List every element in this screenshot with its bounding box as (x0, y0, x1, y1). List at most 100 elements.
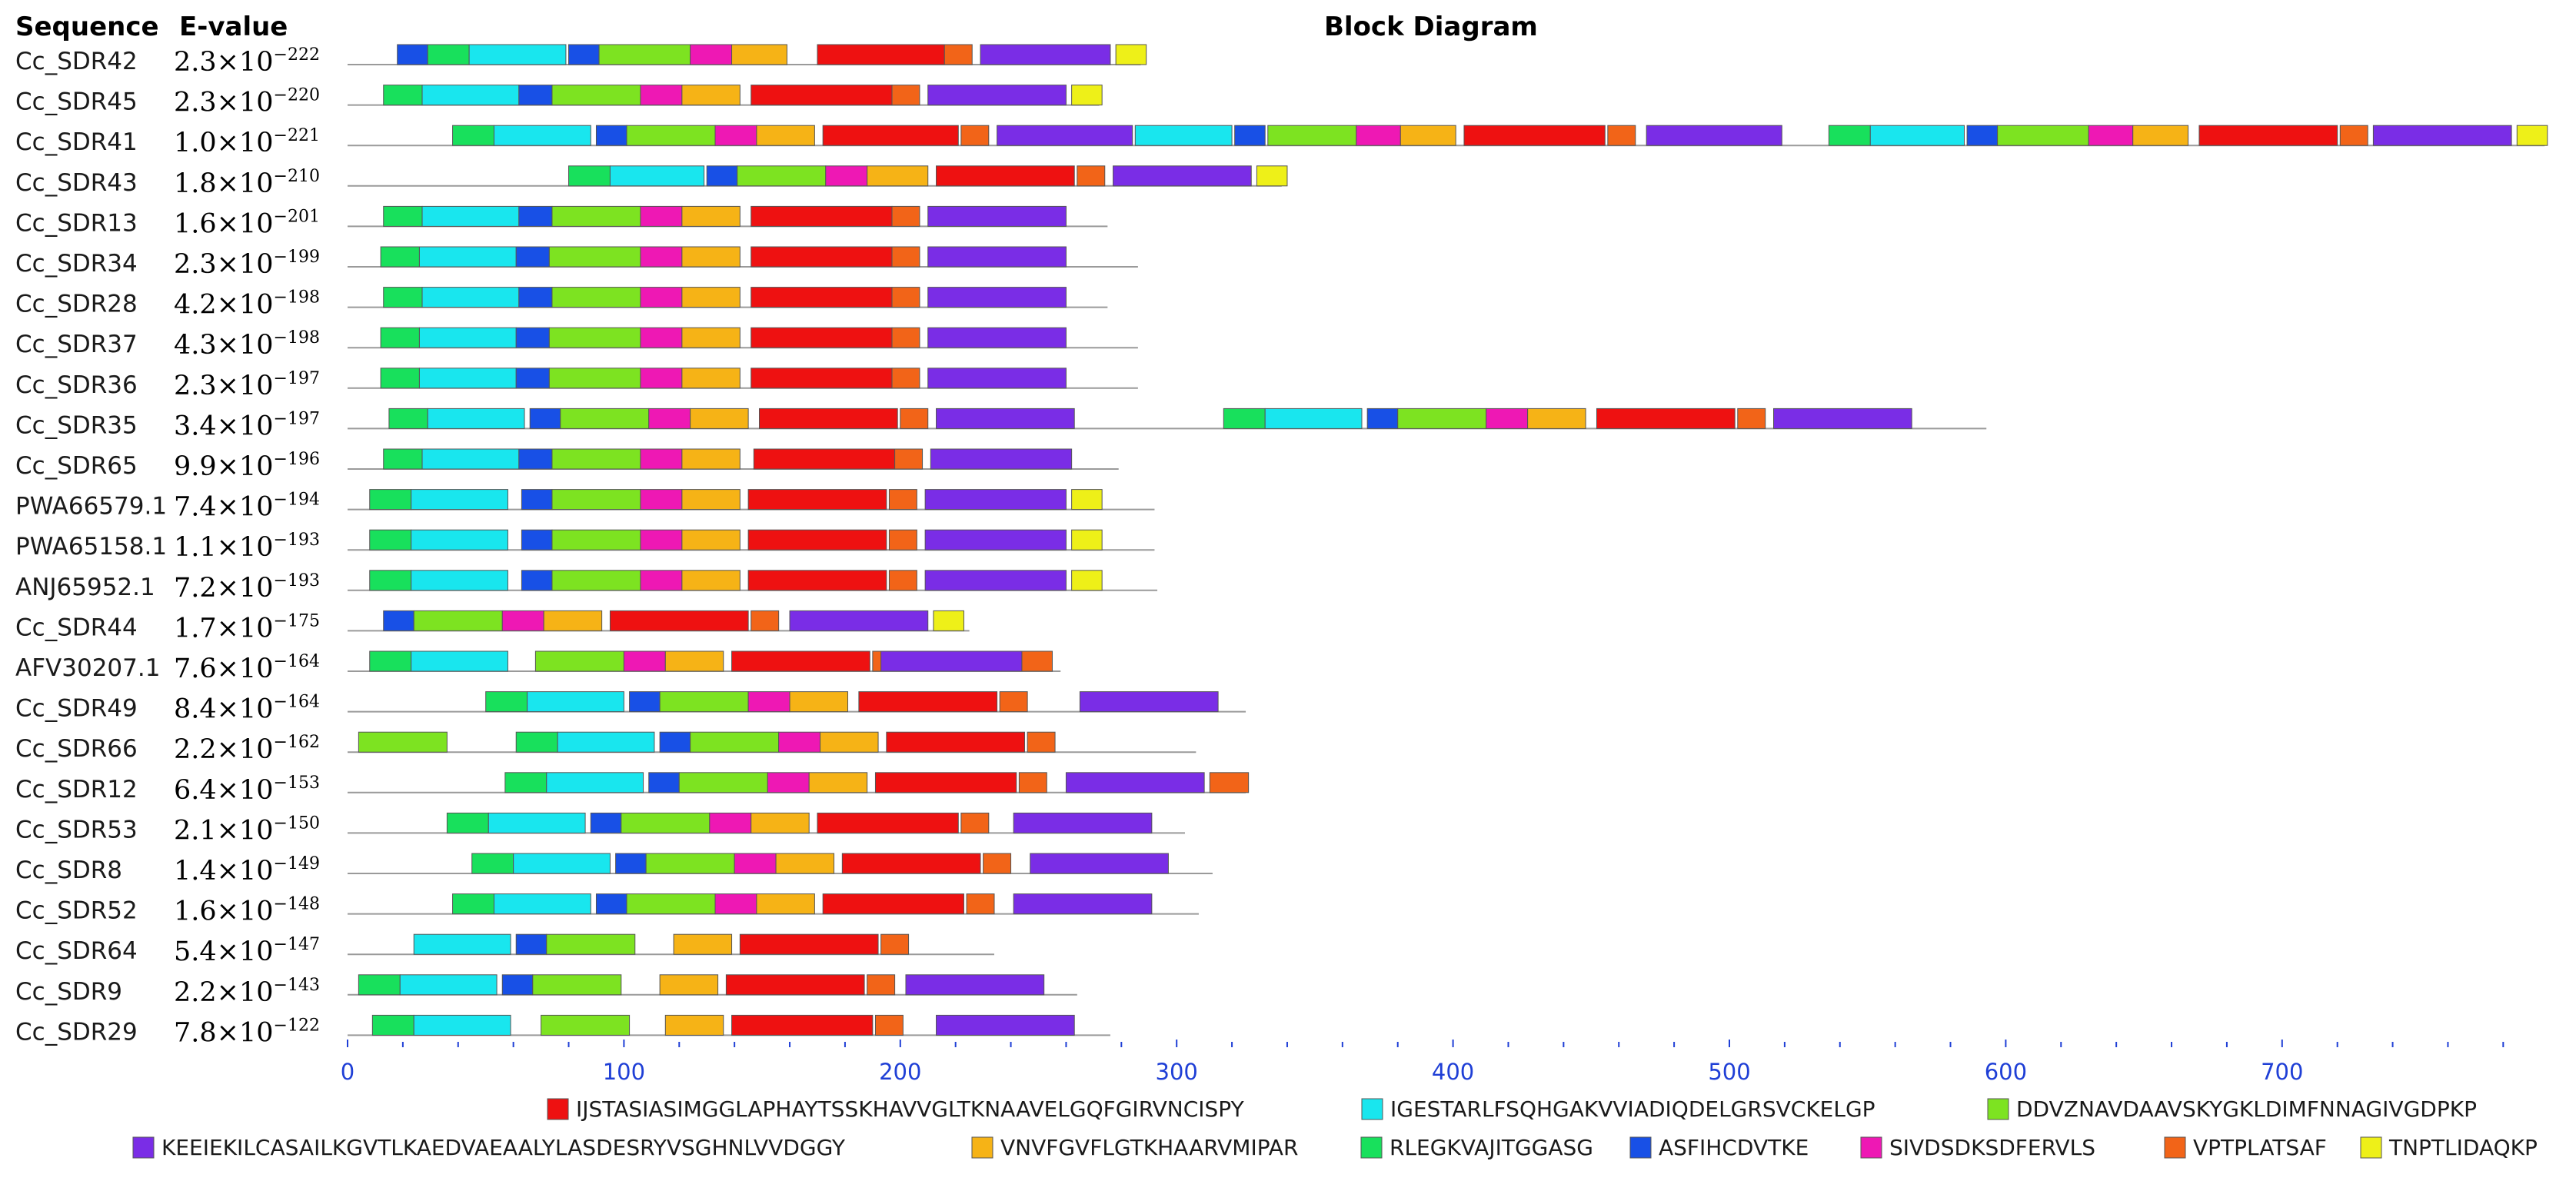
motif-1-block (2198, 125, 2338, 146)
motif-8-block (1356, 125, 1401, 146)
legend-swatch (1860, 1136, 1882, 1159)
motif-1-block (841, 853, 981, 874)
motif-1-block (609, 610, 749, 631)
motif-7-block (706, 165, 738, 187)
sequence-name: Cc_SDR8 (15, 857, 122, 884)
motif-10-block (1071, 85, 1103, 106)
motif-7-block (515, 368, 550, 389)
motif-7-block (518, 85, 553, 106)
motif-9-block (1209, 772, 1250, 793)
evalue-mantissa: 1.8 (174, 168, 217, 199)
motif-3-block (1397, 408, 1487, 429)
legend-swatch (971, 1136, 993, 1159)
motif-8-block (734, 853, 777, 874)
evalue-times: ×10 (217, 371, 274, 401)
motif-4-block (905, 974, 1045, 996)
motif-5-block (681, 529, 741, 551)
sequence-name: Cc_SDR34 (15, 250, 138, 278)
motif-2-block (413, 1014, 511, 1036)
sequence-name: Cc_SDR65 (15, 452, 138, 480)
motif-4-block (1079, 691, 1219, 713)
motif-5-block (543, 610, 603, 631)
motif-6-block (371, 1014, 414, 1036)
motif-1-block (747, 570, 887, 591)
motif-2-block (411, 650, 508, 672)
evalue-mantissa: 2.3 (174, 88, 217, 118)
legend-item: KEEIEKILCASAILKGVTLKAEDVAEAALYLASDESRYVS… (132, 1135, 846, 1160)
motif-1-block (725, 974, 865, 996)
motif-1-block (822, 893, 964, 915)
legend-item: RLEGKVAJITGGASG (1360, 1135, 1593, 1160)
evalue-mantissa: 5.4 (174, 936, 217, 967)
evalue-times: ×10 (217, 249, 274, 280)
motif-4-block (1065, 772, 1205, 793)
evalue-label: 7.8×10−122 (174, 1016, 320, 1048)
evalue-mantissa: 4.3 (174, 330, 217, 361)
motif-7-block (568, 44, 600, 65)
motif-5-block (681, 570, 741, 591)
motif-1-block (1596, 408, 1736, 429)
motif-9-block (960, 125, 990, 146)
evalue-exponent: −197 (274, 409, 320, 428)
motif-4-block (927, 246, 1067, 268)
motif-7-block (659, 731, 691, 753)
evalue-label: 5.4×10−147 (174, 935, 320, 967)
motif-4-block (1030, 853, 1169, 874)
motif-3-block (645, 853, 735, 874)
motif-10-block (1071, 529, 1103, 551)
motif-6-block (369, 529, 412, 551)
evalue-label: 1.7×10−175 (174, 611, 320, 644)
motif-3-block (551, 85, 641, 106)
evalue-mantissa: 1.6 (174, 897, 217, 927)
legend-item: ASFIHCDVTKE (1629, 1135, 1809, 1160)
legend-swatch (547, 1098, 569, 1120)
sequence-name: Cc_SDR29 (15, 1018, 138, 1046)
motif-2-block (468, 44, 567, 65)
motif-9-block (891, 368, 920, 389)
motif-7-block (518, 287, 553, 308)
motif-9-block (1018, 772, 1047, 793)
motif-1-block (731, 1014, 874, 1036)
motif-1-block (1463, 125, 1606, 146)
evalue-label: 6.4×10−153 (174, 773, 320, 806)
sequence-row: ANJ65952.1 7.2×10−193 (15, 570, 1158, 604)
motif-9-block (1077, 165, 1106, 187)
evalue-times: ×10 (217, 936, 274, 967)
sequence-name: PWA65158.1 (15, 533, 167, 561)
evalue-label: 7.4×10−194 (174, 491, 320, 523)
evalue-times: ×10 (217, 492, 274, 523)
motif-10-block (1071, 570, 1103, 591)
motif-4-block (980, 44, 1111, 65)
evalue-label: 9.9×10−196 (174, 450, 320, 482)
motif-1-block (874, 772, 1017, 793)
evalue-label: 8.4×10−164 (174, 693, 320, 725)
motif-8-block (640, 529, 683, 551)
motif-9-block (999, 691, 1028, 713)
motif-6-block (369, 650, 412, 672)
evalue-exponent: −199 (274, 248, 320, 267)
motif-legend: IJSTASIASIMGGLAPHAYTSSKHAVVGLTKNAAVELGQF… (132, 1096, 2538, 1160)
motif-9-block (944, 44, 973, 65)
motif-9-block (891, 85, 920, 106)
motif-4-block (927, 287, 1067, 308)
sequence-row: Cc_SDR28 4.2×10−198 (15, 287, 1108, 321)
motif-2-block (609, 165, 705, 187)
motif-9-block (888, 529, 917, 551)
sequence-row: Cc_SDR9 2.2×10−143 (15, 974, 1077, 1008)
motif-1-block (751, 327, 893, 348)
motif-3-block (548, 246, 641, 268)
evalue-label: 2.2×10−143 (174, 976, 320, 1008)
motif-6-block (383, 287, 423, 308)
sequence-row: PWA66579.1 7.4×10−194 (15, 489, 1155, 523)
evalue-mantissa: 1.4 (174, 856, 217, 887)
evalue-mantissa: 2.1 (174, 815, 217, 846)
sequence-row: Cc_SDR65 9.9×10−196 (15, 448, 1119, 482)
motif-4-block (880, 650, 1023, 672)
legend-label: RLEGKVAJITGGASG (1390, 1135, 1593, 1160)
evalue-times: ×10 (217, 1017, 274, 1048)
motif-8-block (714, 893, 757, 915)
sequence-name: AFV30207.1 (15, 654, 160, 682)
evalue-times: ×10 (217, 88, 274, 118)
motif-10-block (1256, 165, 1288, 187)
motif-5-block (681, 368, 741, 389)
